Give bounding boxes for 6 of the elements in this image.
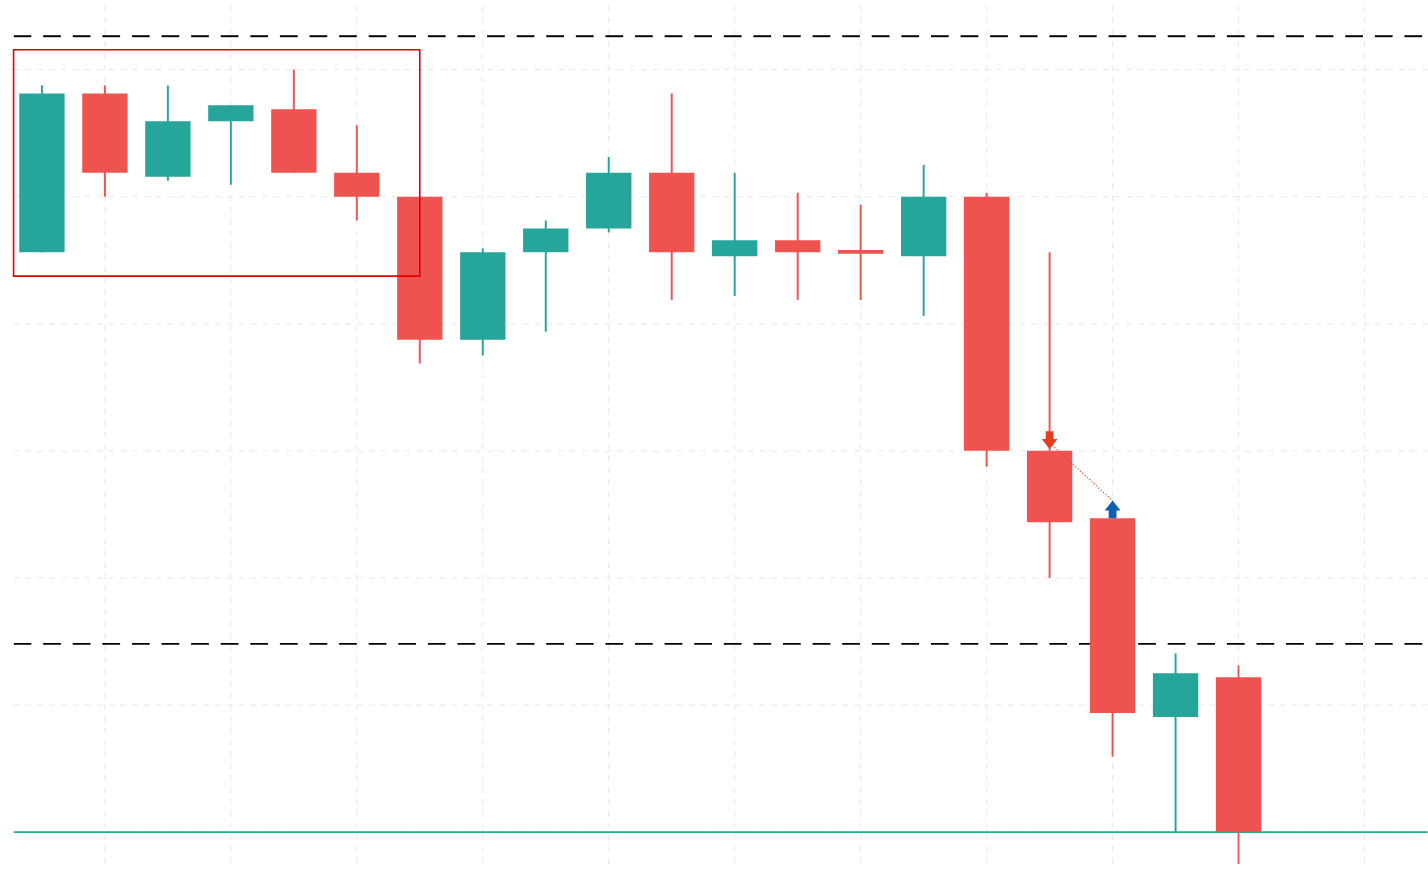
candlestick bbox=[208, 104, 254, 186]
candlestick bbox=[523, 219, 569, 333]
candlestick bbox=[837, 203, 884, 302]
candlestick bbox=[334, 124, 380, 222]
candlestick bbox=[712, 172, 758, 298]
candlestick bbox=[775, 191, 821, 302]
